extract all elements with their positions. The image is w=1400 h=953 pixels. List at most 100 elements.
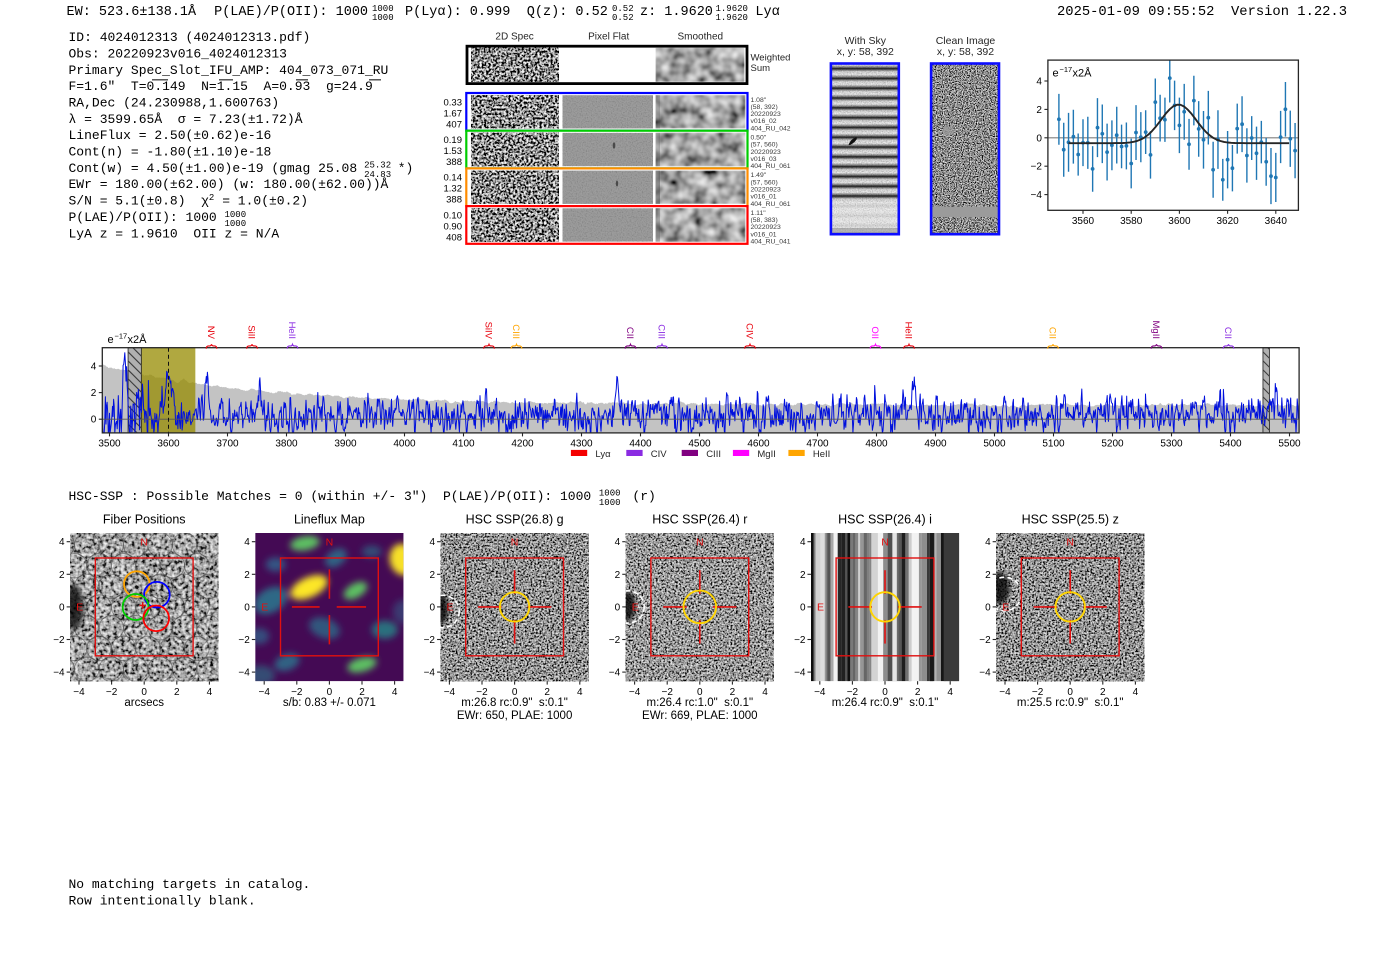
svg-text:MgII: MgII xyxy=(757,449,775,460)
svg-text:25.32: 25.32 xyxy=(364,161,391,171)
svg-text:−4: −4 xyxy=(794,668,806,679)
svg-text:HSC SSP(26.4) i: HSC SSP(26.4) i xyxy=(838,513,932,527)
svg-text:3600: 3600 xyxy=(157,439,180,450)
svg-text:Fiber Positions: Fiber Positions xyxy=(103,513,186,527)
svg-text:4: 4 xyxy=(91,362,97,373)
svg-text:CIV: CIV xyxy=(651,449,668,460)
svg-text:1000: 1000 xyxy=(225,210,247,220)
svg-text:4: 4 xyxy=(947,687,953,698)
svg-text:−4: −4 xyxy=(1030,190,1042,201)
svg-text:1000: 1000 xyxy=(599,489,621,499)
svg-text:E: E xyxy=(76,601,83,613)
svg-text:m:26.4 rc:0.9" s:0.1": m:26.4 rc:0.9" s:0.1" xyxy=(832,697,939,709)
svg-text:0.33: 0.33 xyxy=(444,97,463,108)
svg-text:m:25.5 rc:0.9" s:0.1": m:25.5 rc:0.9" s:0.1" xyxy=(1017,697,1124,709)
svg-text:NV: NV xyxy=(205,326,216,340)
svg-text:0: 0 xyxy=(59,602,65,613)
svg-text:4: 4 xyxy=(207,687,213,698)
svg-text:EW: 523.6±138.1Å: EW: 523.6±138.1Å xyxy=(67,5,198,20)
svg-text:388: 388 xyxy=(446,157,462,168)
svg-text:4: 4 xyxy=(244,537,250,548)
svg-text:No matching targets in catalog: No matching targets in catalog. xyxy=(69,877,311,892)
svg-text:388: 388 xyxy=(446,195,462,206)
svg-text:0.19: 0.19 xyxy=(444,135,463,146)
svg-text:4900: 4900 xyxy=(924,439,947,450)
svg-text:1.9620: 1.9620 xyxy=(716,4,748,14)
svg-text:0: 0 xyxy=(429,602,435,613)
svg-text:407: 407 xyxy=(446,119,462,130)
svg-text:−4: −4 xyxy=(258,687,270,698)
svg-text:CIII: CIII xyxy=(655,324,666,339)
svg-text:4: 4 xyxy=(800,537,806,548)
svg-text:2: 2 xyxy=(244,570,250,581)
svg-text:SiIV: SiIV xyxy=(482,322,493,340)
svg-text:Clean Image: Clean Image xyxy=(936,35,996,47)
svg-text:HeII: HeII xyxy=(286,322,297,339)
svg-text:1000: 1000 xyxy=(372,4,394,14)
svg-text:m:26.8 rc:0.9" s:0.1": m:26.8 rc:0.9" s:0.1" xyxy=(461,697,568,709)
svg-text:408: 408 xyxy=(446,232,462,243)
svg-text:(58, 383): (58, 383) xyxy=(751,217,778,224)
svg-text:0.14: 0.14 xyxy=(444,173,463,184)
svg-text:2: 2 xyxy=(209,193,214,203)
svg-text:Sum: Sum xyxy=(751,63,771,74)
svg-text:−2: −2 xyxy=(1030,162,1042,173)
svg-text:4300: 4300 xyxy=(570,439,593,450)
svg-text:−2: −2 xyxy=(424,635,436,646)
svg-text:Lineflux Map: Lineflux Map xyxy=(294,513,365,527)
svg-text:EWr: 650, PLAE: 1000: EWr: 650, PLAE: 1000 xyxy=(457,710,573,722)
svg-text:N: N xyxy=(511,537,519,549)
svg-text:4: 4 xyxy=(577,687,583,698)
svg-text:0: 0 xyxy=(985,602,991,613)
svg-text:MgII: MgII xyxy=(1150,321,1161,339)
svg-text:5000: 5000 xyxy=(983,439,1006,450)
svg-text:3800: 3800 xyxy=(275,439,298,450)
svg-text:0: 0 xyxy=(327,687,333,698)
svg-text:2: 2 xyxy=(730,687,736,698)
svg-text:4600: 4600 xyxy=(747,439,770,450)
svg-text:3620: 3620 xyxy=(1216,216,1239,227)
svg-text:0: 0 xyxy=(1036,133,1042,144)
svg-text:−2: −2 xyxy=(979,635,991,646)
svg-text:With Sky: With Sky xyxy=(845,35,887,47)
svg-text:3560: 3560 xyxy=(1072,216,1095,227)
svg-text:0.52: 0.52 xyxy=(612,13,634,23)
svg-text:404_RU_041: 404_RU_041 xyxy=(751,239,791,246)
svg-text:−4: −4 xyxy=(999,687,1011,698)
svg-text:RA,Dec (24.230988,1.600763): RA,Dec (24.230988,1.600763) xyxy=(69,96,280,111)
svg-text:1.08": 1.08" xyxy=(751,97,767,104)
svg-text:CII: CII xyxy=(1222,327,1233,339)
svg-text:1.53: 1.53 xyxy=(444,146,463,157)
svg-text:0: 0 xyxy=(91,415,97,426)
svg-text:CIV: CIV xyxy=(743,323,754,340)
svg-text:E: E xyxy=(817,601,824,613)
svg-text:N: N xyxy=(696,537,704,549)
svg-text:LyA z = 1.9610 OII z = N/A: LyA z = 1.9610 OII z = N/A xyxy=(69,226,280,241)
svg-text:3500: 3500 xyxy=(98,439,121,450)
svg-text:LineFlux = 2.50(±0.62)e-16: LineFlux = 2.50(±0.62)e-16 xyxy=(69,128,272,143)
svg-text:= 1.0(±0.2): = 1.0(±0.2) xyxy=(214,194,308,209)
svg-text:−2: −2 xyxy=(53,635,65,646)
svg-text:4: 4 xyxy=(1036,77,1042,88)
svg-text:−2: −2 xyxy=(106,687,118,698)
svg-text:5300: 5300 xyxy=(1160,439,1183,450)
svg-text:−2: −2 xyxy=(794,635,806,646)
svg-text:2: 2 xyxy=(615,570,621,581)
svg-text:4: 4 xyxy=(985,537,991,548)
svg-text:−4: −4 xyxy=(979,668,991,679)
svg-text:2: 2 xyxy=(91,388,97,399)
svg-text:EWr = 180.00(±62.00) (w: 180.0: EWr = 180.00(±62.00) (w: 180.00(±62.00))… xyxy=(69,177,389,192)
svg-text:−2: −2 xyxy=(609,635,621,646)
svg-text:P(LAE)/P(OII): 1000: P(LAE)/P(OII): 1000 xyxy=(214,5,368,20)
svg-text:404_RU_061: 404_RU_061 xyxy=(751,163,791,170)
svg-text:4400: 4400 xyxy=(629,439,652,450)
svg-text:*): *) xyxy=(398,161,414,176)
svg-text:−2: −2 xyxy=(661,687,673,698)
svg-text:2: 2 xyxy=(174,687,180,698)
svg-text:404_RU_061: 404_RU_061 xyxy=(751,201,791,208)
svg-text:CII: CII xyxy=(624,327,635,339)
svg-text:s/b: 0.83 +/- 0.071: s/b: 0.83 +/- 0.071 xyxy=(283,697,376,709)
svg-text:4500: 4500 xyxy=(688,439,711,450)
svg-text:20220923: 20220923 xyxy=(751,111,781,118)
svg-text:−4: −4 xyxy=(73,687,85,698)
